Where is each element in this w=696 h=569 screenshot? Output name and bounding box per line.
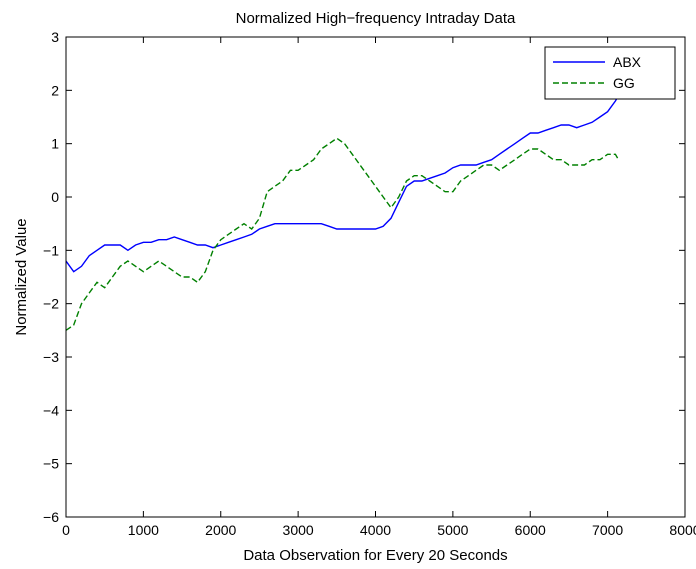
y-tick-label: 0: [51, 189, 59, 205]
series-line-gg: [66, 137, 620, 331]
series-line-abx: [66, 95, 620, 273]
x-tick-label: 4000: [360, 522, 391, 538]
legend-label-gg: GG: [613, 75, 635, 91]
x-tick-label: 2000: [205, 522, 236, 538]
x-tick-label: 8000: [669, 522, 696, 538]
legend-box: [544, 46, 676, 100]
x-tick-label: 5000: [437, 522, 468, 538]
y-tick-label: 3: [51, 29, 59, 45]
legend: ABX GG: [544, 46, 676, 100]
x-axis-label: Data Observation for Every 20 Seconds: [243, 547, 507, 564]
y-tick-label: −4: [43, 402, 59, 418]
plot-background: [66, 37, 685, 517]
x-tick-label: 6000: [515, 522, 546, 538]
x-tick-label: 3000: [283, 522, 314, 538]
y-tick-label: −5: [43, 456, 59, 472]
x-tick-label: 0: [62, 522, 70, 538]
x-tick-label: 1000: [128, 522, 159, 538]
legend-label-abx: ABX: [613, 54, 642, 70]
y-tick-label: 2: [51, 82, 59, 98]
axis-ticks: 0 1000 2000 3000 4000 5000 6000 7000 8000 3 2 1 0 −1 −…: [43, 29, 696, 538]
y-tick-label: −2: [43, 296, 59, 312]
y-tick-label: −3: [43, 349, 59, 365]
y-tick-label: −6: [43, 509, 59, 525]
plot-area: [65, 36, 686, 518]
x-tick-label: 7000: [592, 522, 623, 538]
y-tick-label: −1: [43, 242, 59, 258]
y-axis-label: Normalized Value: [13, 218, 30, 335]
y-tick-label: 1: [51, 136, 59, 152]
chart-title: Normalized High−frequency Intraday Data: [236, 10, 516, 27]
